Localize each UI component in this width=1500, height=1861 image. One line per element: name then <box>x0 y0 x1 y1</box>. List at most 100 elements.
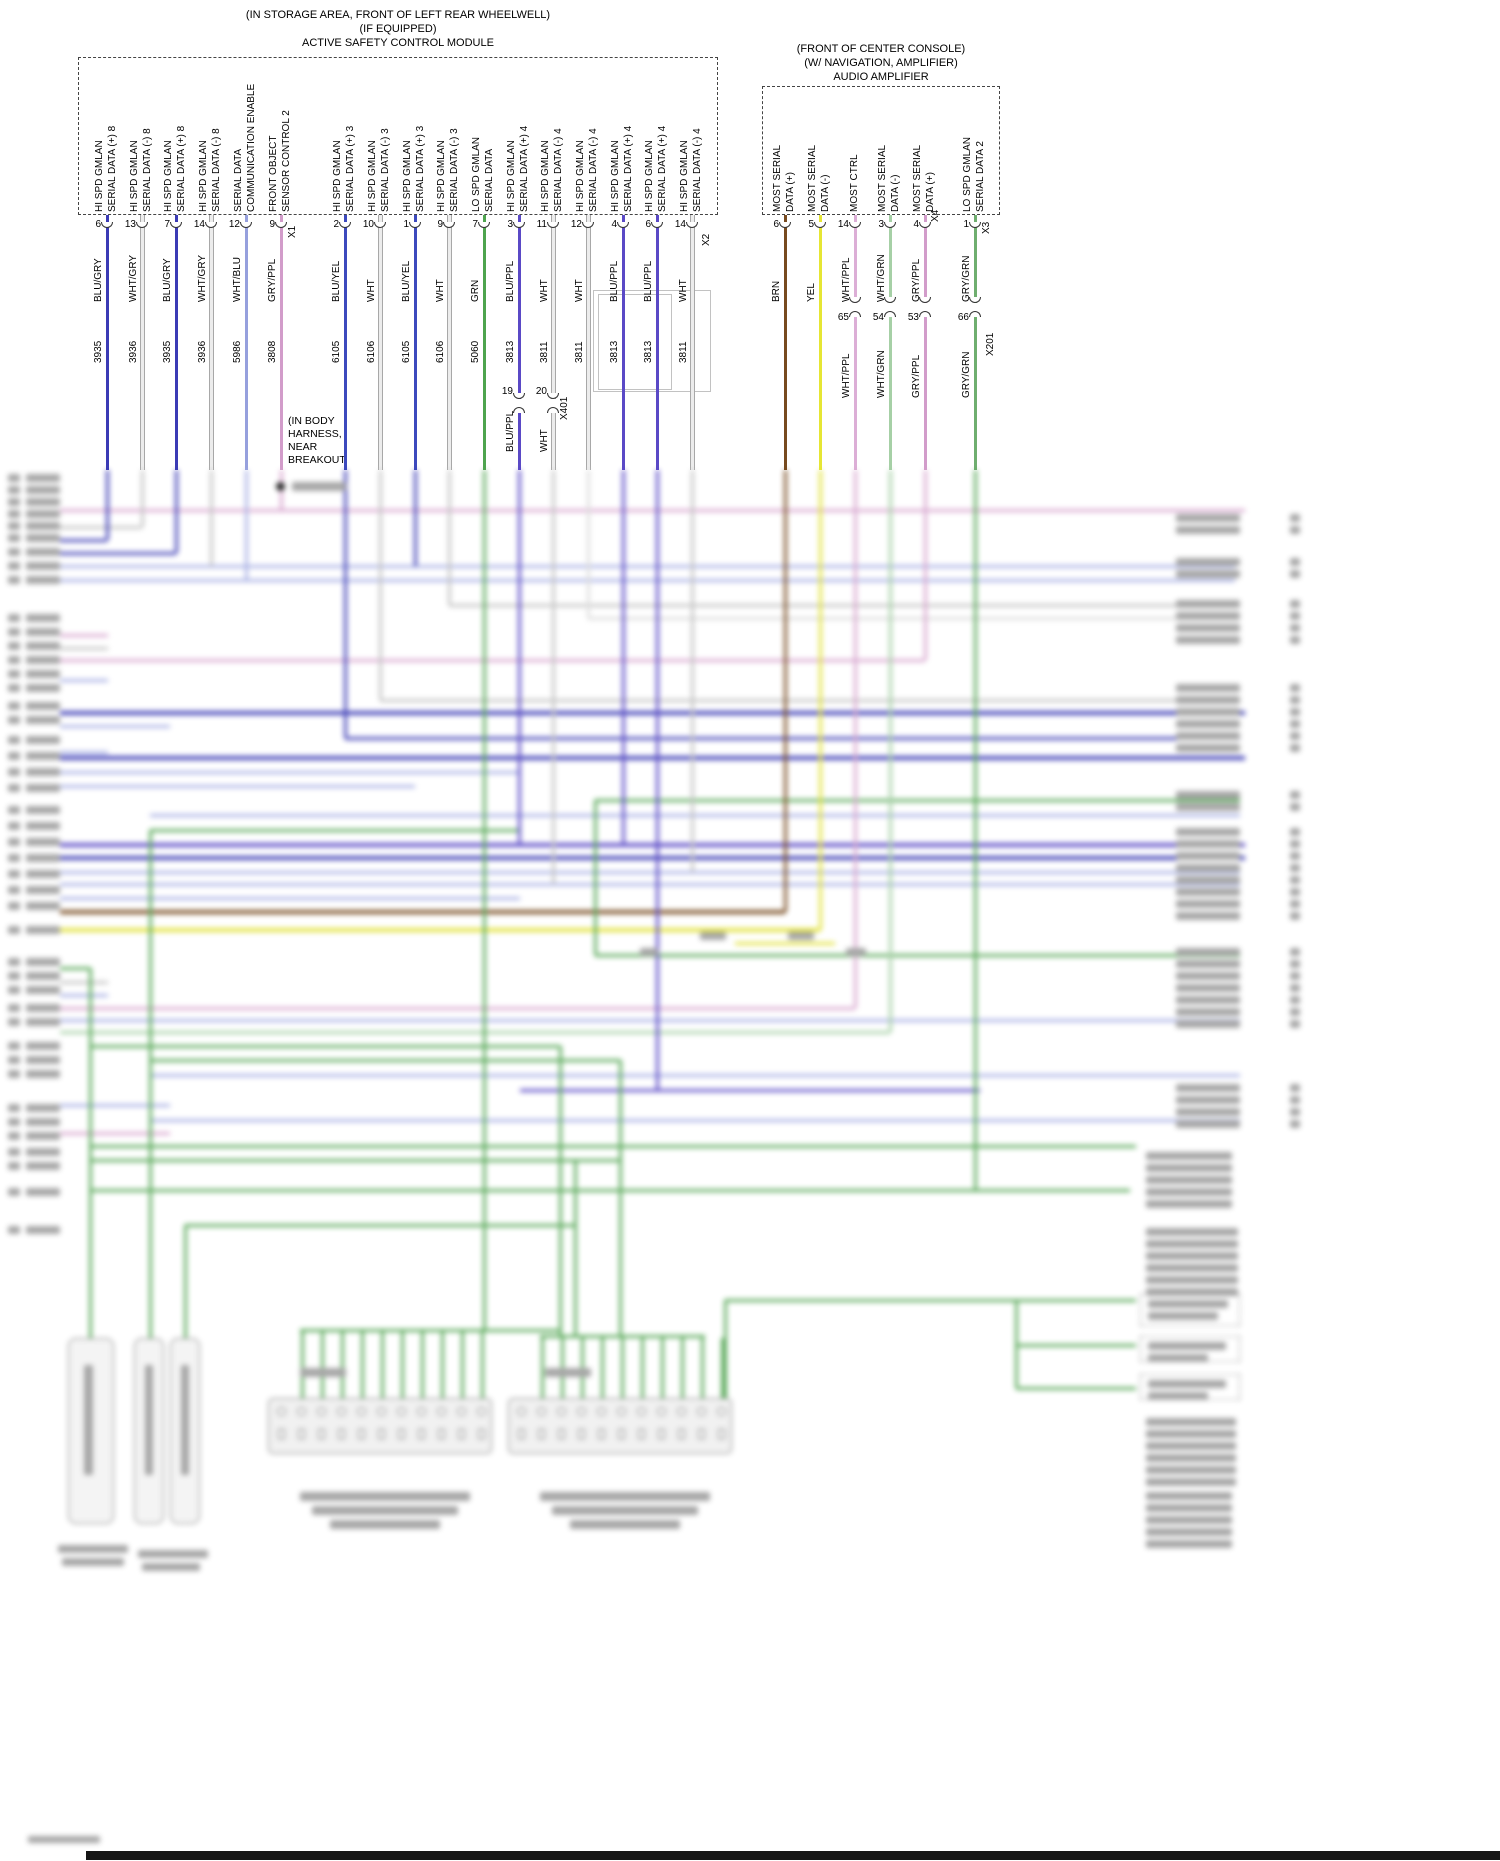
cavity-number: 54 <box>872 312 884 323</box>
connector-pin <box>317 1407 326 1416</box>
label-blob <box>1176 791 1240 799</box>
label-blob <box>26 752 60 760</box>
shield-outline <box>593 290 711 392</box>
wire-line <box>90 1158 620 1162</box>
pin-signal-line1: HI SPD GMLAN <box>540 140 551 212</box>
label-blob <box>1146 1176 1232 1184</box>
wire-line <box>174 470 178 553</box>
connector-pin <box>637 1407 646 1416</box>
label-blob <box>26 1056 60 1064</box>
wire-line <box>720 1338 724 1398</box>
label-blob <box>26 986 60 994</box>
wire-line <box>320 1332 324 1398</box>
connector-id: X2 <box>701 233 712 246</box>
label-blob <box>1290 1096 1300 1104</box>
wire-line <box>973 215 977 470</box>
wire-line <box>517 470 521 845</box>
connector-cavity-icon <box>884 297 896 303</box>
label-blob <box>1290 840 1300 848</box>
wire-line <box>343 215 347 470</box>
pin-signal-line2: SERIAL DATA (+) 4 <box>623 125 634 212</box>
wire-line <box>460 1332 464 1398</box>
label-blob <box>8 562 20 570</box>
label-blob <box>8 886 20 894</box>
label-blob <box>292 482 346 491</box>
wire-line <box>345 736 1240 740</box>
wire-color-label: WHT/PPL <box>841 353 852 398</box>
connector-id: X3 <box>981 221 992 234</box>
wire-color-label: GRY/PPL <box>911 258 922 302</box>
label-blob <box>8 986 20 994</box>
connector-pin <box>678 1429 685 1439</box>
wire-line <box>150 1058 620 1062</box>
label-blob <box>1290 1108 1300 1116</box>
wire-line <box>573 1160 577 1336</box>
label-blob <box>26 576 60 584</box>
label-blob <box>640 948 658 956</box>
pin-number: 9 <box>269 219 275 230</box>
label-blob <box>1176 900 1240 908</box>
amp-location-line1: (FRONT OF CENTER CONSOLE) <box>796 43 966 55</box>
pin-number: 6 <box>773 219 779 230</box>
cavity-number: 66 <box>957 312 969 323</box>
wire-line <box>300 1332 304 1398</box>
label-blob <box>8 752 20 760</box>
cavity-number: 65 <box>837 312 849 323</box>
wire-line <box>60 750 108 754</box>
wire-color-label: WHT <box>678 279 689 302</box>
label-blob <box>300 1368 346 1377</box>
label-blob <box>26 498 60 506</box>
wire-color-label: WHT <box>539 279 550 302</box>
label-blob <box>1146 1164 1232 1172</box>
label-blob <box>1146 1516 1232 1524</box>
wire-line <box>595 953 1240 957</box>
wire-line <box>888 215 892 470</box>
pin-signal-line2: SERIAL DATA (+) 4 <box>657 125 668 212</box>
wire-line <box>60 633 108 637</box>
label-blob <box>8 656 20 664</box>
wire-circuit-label: 5986 <box>232 340 243 363</box>
pin-signal-line1: HI SPD GMLAN <box>610 140 621 212</box>
wire-color-label: WHT <box>574 279 585 302</box>
label-blob <box>1146 1188 1232 1196</box>
pin-signal-line2: SERIAL DATA (+) 3 <box>345 125 356 212</box>
pin-number: 5 <box>808 219 814 230</box>
pin-signal-line1: LO SPD GMLAN <box>962 136 973 212</box>
connector-pin <box>458 1429 465 1439</box>
connector-pin <box>638 1429 645 1439</box>
wire-line <box>690 470 694 872</box>
pin-signal-line2: DATA (-) <box>820 174 831 212</box>
label-blob <box>1176 708 1240 716</box>
label-blob <box>8 854 20 862</box>
label-blob <box>8 958 20 966</box>
label-blob <box>26 886 60 894</box>
wire-line <box>400 1332 404 1398</box>
pin-number: 2 <box>333 219 339 230</box>
wire-line <box>60 882 1240 886</box>
label-blob <box>1290 558 1300 566</box>
wire-line <box>60 525 142 529</box>
connector-pin <box>697 1407 706 1416</box>
label-blob <box>1290 948 1300 956</box>
wire-color-label: WHT <box>435 279 446 302</box>
connector-pin <box>598 1429 605 1439</box>
wire-line <box>655 470 659 1090</box>
connector-pin <box>318 1429 325 1439</box>
wire-line <box>586 470 590 618</box>
label-blob <box>1290 696 1300 704</box>
label-blob <box>1290 984 1300 992</box>
amp-box <box>762 86 1000 215</box>
pin-number: 14 <box>674 219 686 230</box>
connector-pin <box>618 1429 625 1439</box>
pin-signal-line1: MOST SERIAL <box>772 144 783 212</box>
label-blob <box>8 576 20 584</box>
label-blob <box>1176 1020 1240 1028</box>
label-blob <box>1290 570 1300 578</box>
label-blob <box>1176 696 1240 704</box>
label-blob <box>8 1226 20 1234</box>
label-blob <box>1176 876 1240 884</box>
wire-gap <box>887 303 893 313</box>
pin-number: 4 <box>913 219 919 230</box>
label-blob <box>26 854 60 862</box>
label-blob <box>570 1520 680 1529</box>
